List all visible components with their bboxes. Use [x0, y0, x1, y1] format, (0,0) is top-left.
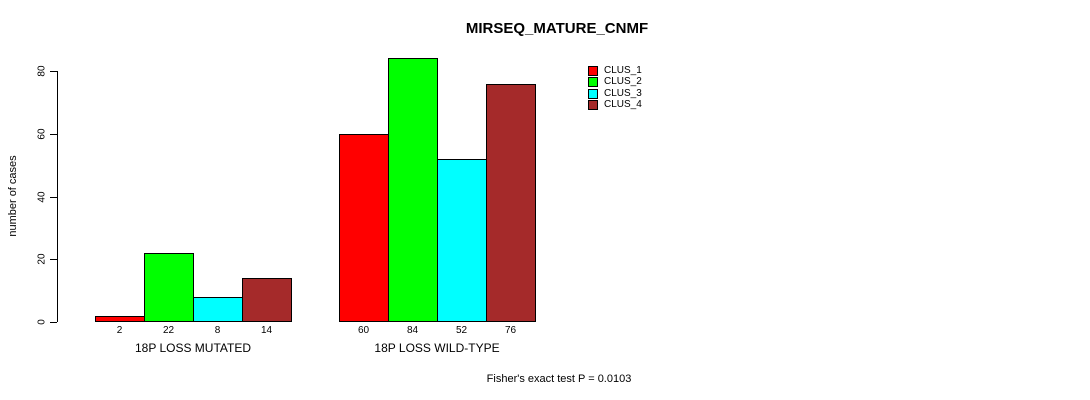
y-axis-line	[57, 71, 58, 322]
bar-clus_3-group2	[437, 158, 487, 322]
legend-label-clus_2: CLUS_2	[604, 76, 642, 88]
y-tick-mark	[50, 71, 57, 72]
bar-value-label: 8	[214, 325, 221, 336]
y-tick-mark	[50, 133, 57, 135]
chart-title: MIRSEQ_MATURE_CNMF	[465, 20, 649, 37]
bar-clus_1-group2	[339, 133, 389, 322]
y-axis-label: number of cases	[7, 155, 19, 237]
bar-value-label: 14	[260, 325, 273, 336]
bar-clus_1-group1	[95, 315, 145, 322]
x-axis-category-label: 18P LOSS WILD-TYPE	[374, 341, 500, 355]
legend-swatch-clus_2	[588, 77, 598, 88]
y-tick-label: 60	[36, 128, 48, 140]
legend-swatch-clus_3	[588, 88, 598, 99]
bar-clus_4-group1	[242, 278, 292, 322]
y-tick-label: 0	[36, 319, 48, 325]
fisher-test-annotation: Fisher's exact test P = 0.0103	[486, 373, 632, 385]
y-tick-mark	[50, 259, 57, 261]
y-tick-label: 80	[36, 65, 48, 77]
legend-label-clus_4: CLUS_4	[604, 98, 642, 110]
bar-clus_3-group1	[193, 296, 243, 322]
bar-value-label: 84	[406, 325, 419, 336]
bar-value-label: 76	[504, 325, 517, 336]
y-tick-label: 40	[36, 190, 48, 203]
bar-value-label: 60	[357, 325, 370, 336]
bar-clus_2-group1	[144, 252, 194, 322]
y-tick-mark	[50, 196, 57, 198]
bar-value-label: 22	[162, 325, 175, 336]
legend-label-clus_1: CLUS_1	[604, 65, 642, 76]
bar-clus_4-group2	[486, 83, 536, 322]
bar-value-label: 2	[116, 325, 123, 336]
legend-swatch-clus_4	[588, 99, 598, 110]
legend-label-clus_3: CLUS_3	[604, 87, 642, 99]
bar-value-label: 52	[455, 325, 468, 336]
y-tick-label: 20	[36, 253, 48, 265]
legend-swatch-clus_1	[588, 66, 598, 76]
x-axis-category-label: 18P LOSS MUTATED	[134, 341, 252, 355]
y-tick-mark	[50, 322, 57, 323]
bar-clus_2-group2	[388, 58, 438, 322]
